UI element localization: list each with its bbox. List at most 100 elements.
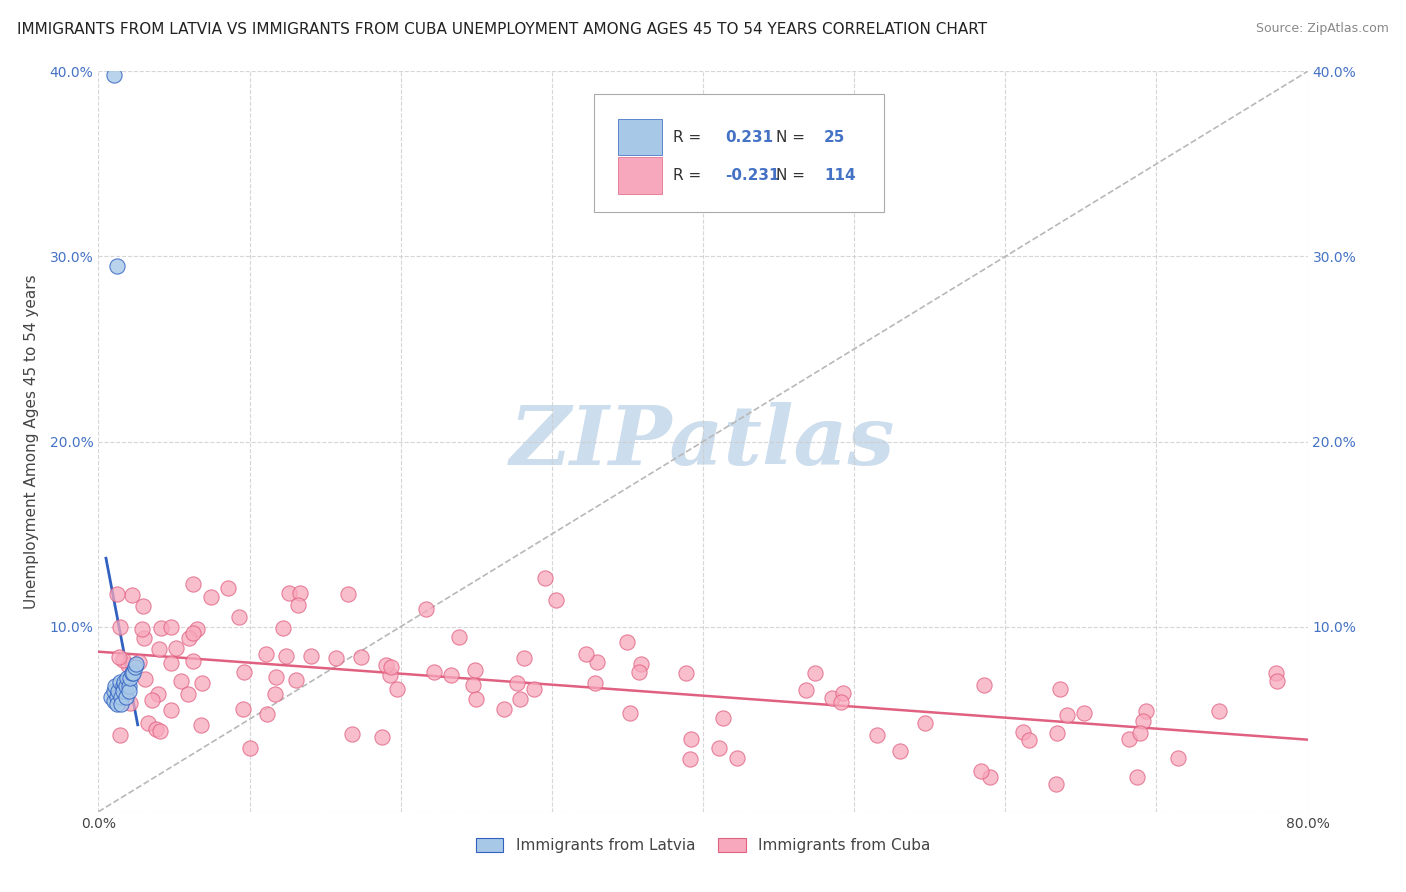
- Point: [575, 647, 598, 661]
- Point: [1132, 714, 1154, 729]
- Point: [159, 703, 181, 717]
- Point: [179, 631, 201, 645]
- Point: [118, 679, 141, 693]
- Point: [1167, 751, 1189, 765]
- Point: [586, 656, 609, 670]
- Point: [148, 687, 170, 701]
- Point: [107, 650, 129, 665]
- Point: [181, 626, 204, 640]
- Point: [616, 635, 638, 649]
- Text: 114: 114: [824, 168, 855, 183]
- Point: [1049, 681, 1071, 696]
- Point: [190, 718, 212, 732]
- Point: [160, 656, 183, 670]
- Point: [273, 621, 295, 635]
- Point: [619, 706, 641, 721]
- Point: [440, 668, 463, 682]
- Point: [325, 650, 347, 665]
- Point: [131, 622, 153, 636]
- Point: [118, 684, 141, 698]
- Point: [108, 675, 131, 690]
- Point: [121, 588, 143, 602]
- FancyBboxPatch shape: [619, 120, 662, 155]
- Point: [506, 676, 529, 690]
- Point: [287, 598, 309, 612]
- Point: [979, 771, 1001, 785]
- Point: [232, 702, 254, 716]
- Point: [117, 658, 139, 673]
- Point: [165, 640, 187, 655]
- Point: [679, 752, 702, 766]
- Point: [866, 728, 889, 742]
- Point: [970, 764, 993, 778]
- Point: [288, 585, 311, 599]
- Point: [103, 68, 125, 82]
- Point: [889, 744, 911, 758]
- Point: [1018, 733, 1040, 747]
- Point: [464, 664, 486, 678]
- Point: [100, 690, 122, 704]
- Text: Source: ZipAtlas.com: Source: ZipAtlas.com: [1256, 22, 1389, 36]
- Point: [177, 687, 200, 701]
- Point: [337, 587, 360, 601]
- Text: 25: 25: [824, 129, 845, 145]
- Point: [149, 724, 172, 739]
- Point: [675, 666, 697, 681]
- Point: [1045, 777, 1067, 791]
- Point: [449, 630, 471, 644]
- Point: [228, 609, 250, 624]
- Point: [148, 641, 170, 656]
- Point: [509, 692, 531, 706]
- Point: [121, 665, 143, 680]
- Point: [299, 649, 322, 664]
- Point: [181, 654, 204, 668]
- Point: [628, 665, 651, 679]
- Point: [803, 665, 825, 680]
- Point: [380, 660, 402, 674]
- Point: [831, 686, 853, 700]
- Point: [160, 620, 183, 634]
- Point: [110, 690, 132, 704]
- Point: [512, 651, 534, 665]
- Point: [120, 672, 142, 686]
- Text: ZIPatlas: ZIPatlas: [510, 401, 896, 482]
- Point: [350, 649, 373, 664]
- Text: IMMIGRANTS FROM LATVIA VS IMMIGRANTS FROM CUBA UNEMPLOYMENT AMONG AGES 45 TO 54 : IMMIGRANTS FROM LATVIA VS IMMIGRANTS FRO…: [17, 22, 987, 37]
- Point: [1265, 666, 1288, 681]
- Point: [191, 675, 214, 690]
- Text: R =: R =: [672, 129, 702, 145]
- Point: [821, 691, 844, 706]
- Point: [128, 656, 150, 670]
- Point: [111, 679, 134, 693]
- Point: [914, 715, 936, 730]
- Point: [132, 599, 155, 614]
- Point: [830, 695, 852, 709]
- Point: [105, 690, 128, 704]
- Point: [105, 698, 128, 712]
- Point: [1012, 725, 1035, 739]
- Point: [534, 571, 557, 585]
- Legend: Immigrants from Latvia, Immigrants from Cuba: Immigrants from Latvia, Immigrants from …: [470, 832, 936, 860]
- Point: [1129, 726, 1152, 740]
- Point: [707, 741, 730, 756]
- Point: [118, 696, 141, 710]
- Point: [110, 698, 132, 712]
- Point: [170, 674, 193, 689]
- Text: -0.231: -0.231: [724, 168, 779, 183]
- Y-axis label: Unemployment Among Ages 45 to 54 years: Unemployment Among Ages 45 to 54 years: [24, 274, 38, 609]
- FancyBboxPatch shape: [619, 158, 662, 194]
- Point: [284, 673, 307, 687]
- Point: [122, 665, 145, 680]
- Point: [181, 576, 204, 591]
- Point: [103, 684, 125, 698]
- Point: [378, 668, 401, 682]
- Point: [374, 657, 396, 672]
- Point: [583, 676, 606, 690]
- Point: [111, 652, 134, 666]
- Point: [1126, 771, 1149, 785]
- Point: [725, 751, 748, 765]
- Point: [110, 683, 132, 698]
- Point: [239, 741, 262, 756]
- Point: [422, 665, 444, 679]
- FancyBboxPatch shape: [595, 94, 884, 212]
